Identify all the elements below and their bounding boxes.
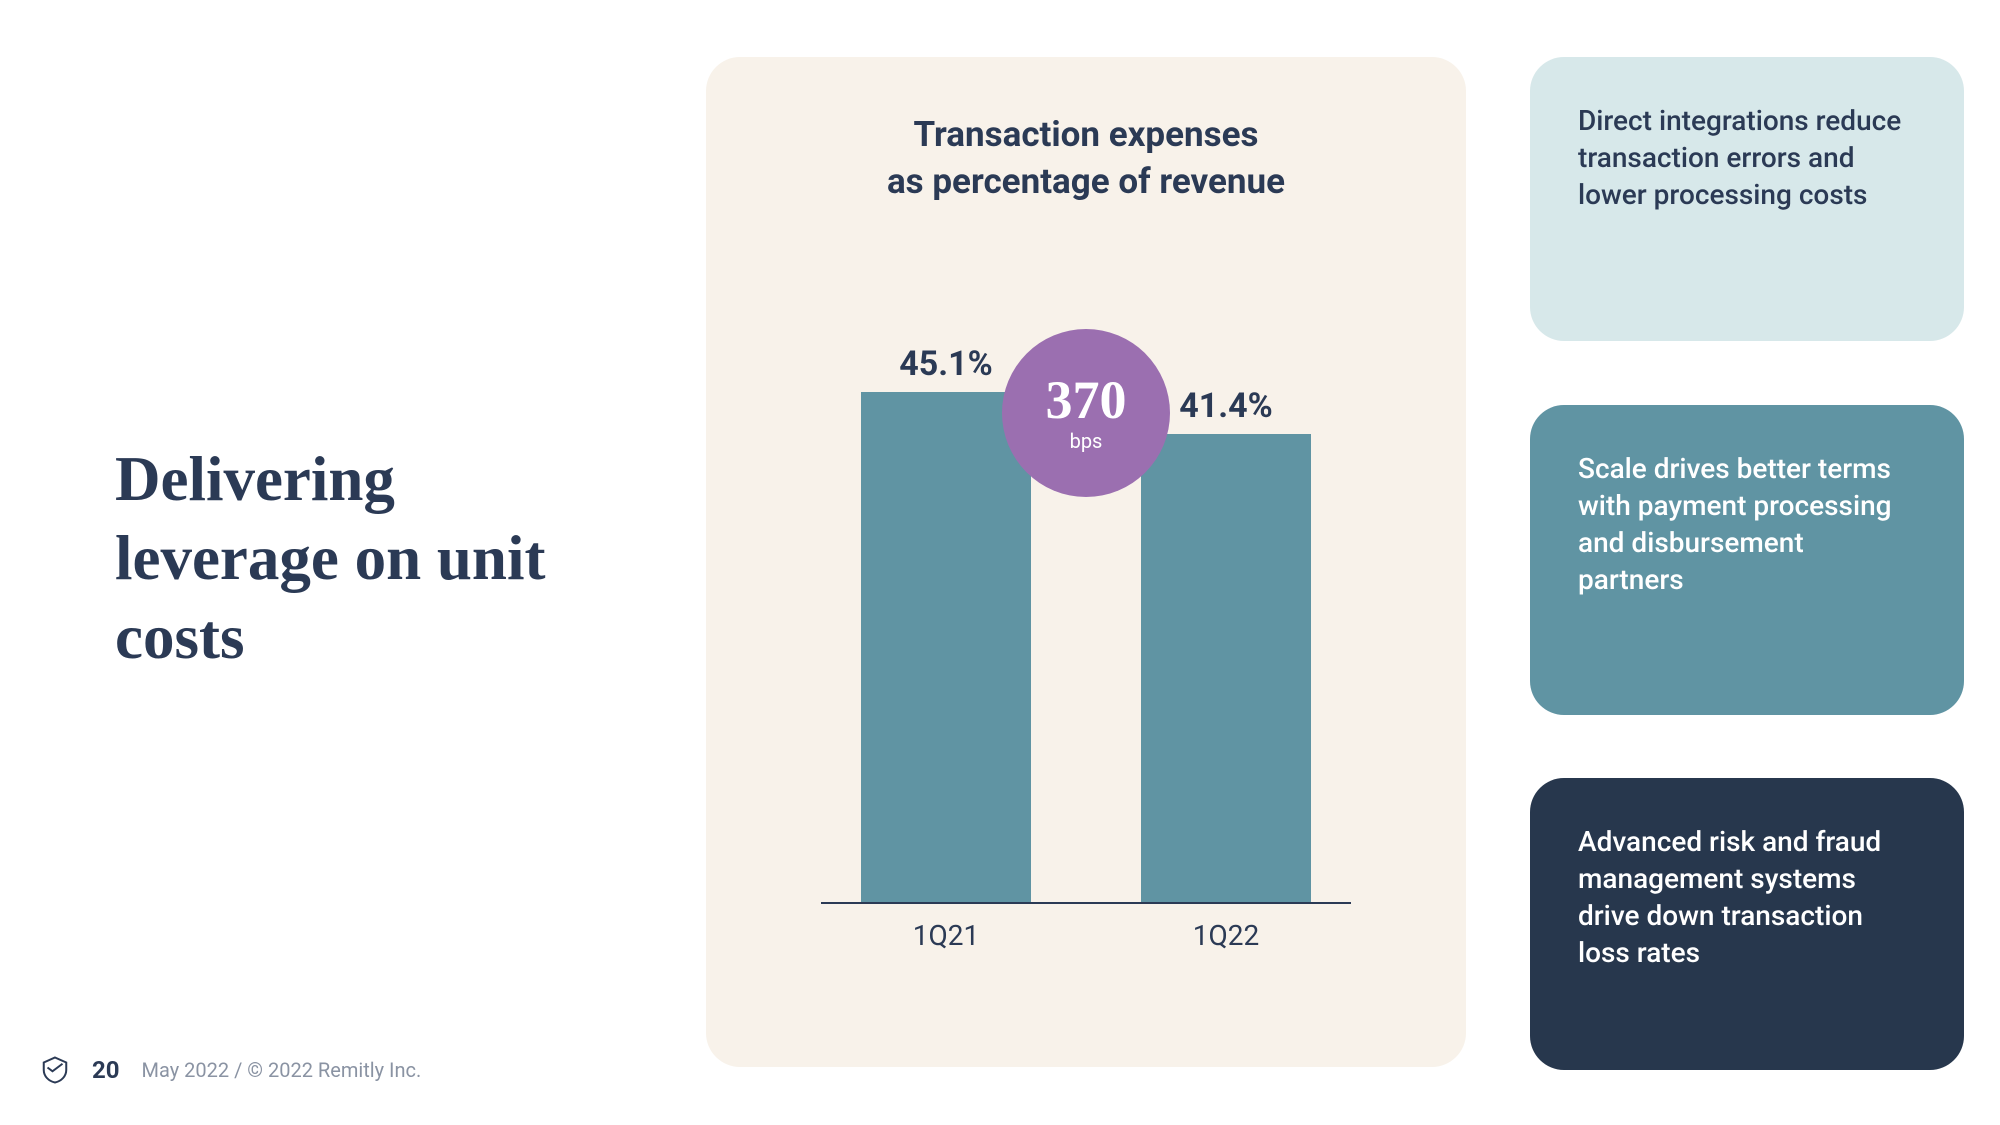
bar-1q22: 41.4% <box>1141 434 1311 902</box>
chart-panel: Transaction expenses as percentage of re… <box>706 57 1466 1067</box>
callout-card-1: Direct integrations reduce transaction e… <box>1530 57 1964 341</box>
bps-badge: 370 bps <box>1002 329 1170 497</box>
remitly-logo-icon <box>40 1055 70 1085</box>
page-number: 20 <box>92 1056 120 1084</box>
footer-text: May 2022 / © 2022 Remitly Inc. <box>142 1058 422 1082</box>
bar-value-label: 45.1% <box>861 344 1031 384</box>
chart-title-line2: as percentage of revenue <box>706 158 1466 205</box>
chart-title-line1: Transaction expenses <box>706 111 1466 158</box>
callout-card-2: Scale drives better terms with payment p… <box>1530 405 1964 715</box>
bps-value: 370 <box>1046 373 1127 427</box>
chart-title: Transaction expenses as percentage of re… <box>706 111 1466 206</box>
slide-headline: Delivering leverage on unit costs <box>115 440 555 676</box>
category-label: 1Q22 <box>1141 919 1311 952</box>
bar-1q21: 45.1% <box>861 392 1031 902</box>
bar-fill <box>861 392 1031 902</box>
x-axis <box>821 902 1351 904</box>
slide-footer: 20 May 2022 / © 2022 Remitly Inc. <box>40 1055 421 1085</box>
bps-unit: bps <box>1070 429 1103 453</box>
bar-fill <box>1141 434 1311 902</box>
chart-plot-area: 45.1% 41.4% 1Q21 1Q22 370 bps <box>821 392 1351 952</box>
callout-card-3: Advanced risk and fraud management syste… <box>1530 778 1964 1070</box>
category-label: 1Q21 <box>861 919 1031 952</box>
